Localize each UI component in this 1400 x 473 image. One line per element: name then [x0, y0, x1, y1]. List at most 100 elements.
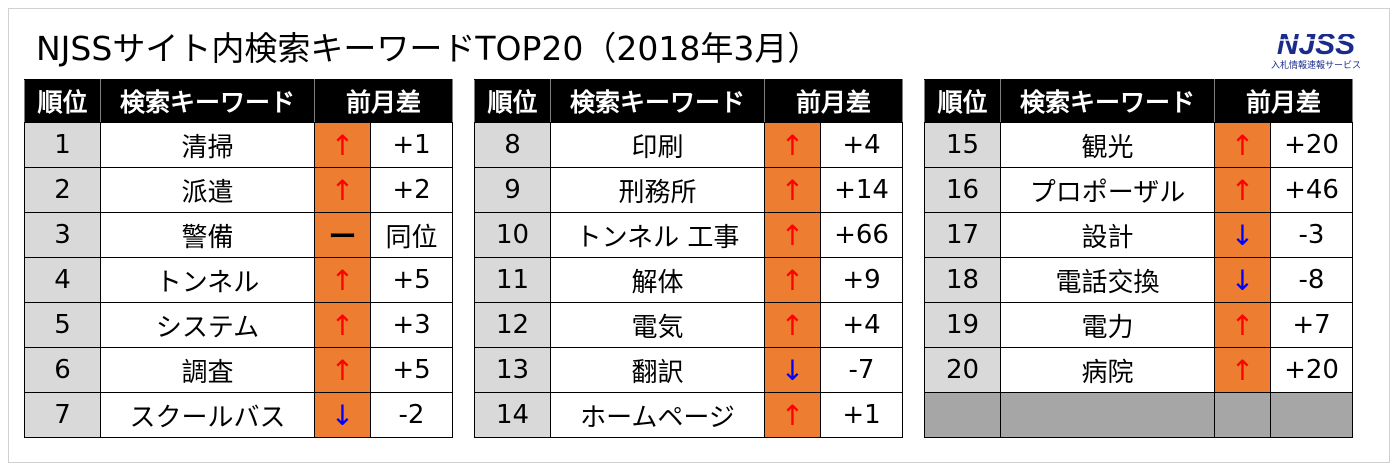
diff-cell: -2: [369, 392, 454, 438]
keyword-cell: 調査: [100, 347, 315, 393]
table-row: 7 スクールバス ↓ -2: [24, 392, 454, 438]
diff-cell: -8: [1269, 257, 1354, 303]
rank-cell: 12: [474, 302, 551, 348]
keyword-cell: 電気: [550, 302, 765, 348]
rank-cell: 15: [924, 122, 1001, 168]
table-row: 14 ホームページ ↑ +1: [474, 392, 904, 438]
keyword-cell: トンネル 工事: [550, 212, 765, 258]
diff-cell: 同位: [369, 212, 454, 258]
keyword-cell: 刑務所: [550, 167, 765, 213]
keyword-cell: 電話交換: [1000, 257, 1215, 303]
keyword-cell: [1000, 392, 1215, 438]
diff-cell: +20: [1269, 347, 1354, 393]
rank-cell: 16: [924, 167, 1001, 213]
table-row: 8 印刷 ↑ +4: [474, 122, 904, 168]
ranking-table-8-14: 順位 検索キーワード 前月差 8 印刷 ↑ +4 9 刑務所 ↑ +14 10 トンネル 工事 ↑ +…: [474, 79, 904, 438]
keyword-header: 検索キーワード: [1000, 79, 1215, 123]
table-row: 3 警備ー同位: [24, 212, 454, 258]
rank-header: 順位: [924, 79, 1001, 123]
header-row: 順位 検索キーワード 前月差: [924, 79, 1354, 123]
table-row: 6 調査 ↑ +5: [24, 347, 454, 393]
rank-cell: 14: [474, 392, 551, 438]
change-header: 前月差: [313, 79, 454, 123]
header-row: 順位 検索キーワード 前月差: [474, 79, 904, 123]
trend-up-icon: ↑: [314, 302, 371, 348]
diff-cell: +46: [1269, 167, 1354, 213]
trend-up-icon: ↑: [1214, 122, 1271, 168]
table-row: 4 トンネル ↑ +5: [24, 257, 454, 303]
rank-cell: 2: [24, 167, 101, 213]
diff-cell: +7: [1269, 302, 1354, 348]
keyword-cell: トンネル: [100, 257, 315, 303]
trend-up-icon: ↑: [1214, 167, 1271, 213]
rank-cell: 10: [474, 212, 551, 258]
trend-up-icon: ↑: [764, 257, 821, 303]
table-row: 17 設計 ↓ -3: [924, 212, 1354, 258]
keyword-cell: システム: [100, 302, 315, 348]
keyword-cell: 解体: [550, 257, 765, 303]
rank-cell: 8: [474, 122, 551, 168]
trend-up-icon: ↑: [1214, 347, 1271, 393]
rank-cell: 1: [24, 122, 101, 168]
diff-cell: +1: [819, 392, 904, 438]
table-row: 16 プロポーザル ↑ +46: [924, 167, 1354, 213]
table-row: 9 刑務所 ↑ +14: [474, 167, 904, 213]
trend-up-icon: ↑: [1214, 302, 1271, 348]
rank-cell: 4: [24, 257, 101, 303]
diff-cell: -7: [819, 347, 904, 393]
diff-cell: +4: [819, 122, 904, 168]
rank-cell: 5: [24, 302, 101, 348]
table-row: [924, 392, 1354, 438]
keyword-cell: 病院: [1000, 347, 1215, 393]
trend-flat-icon: ー: [314, 212, 371, 258]
diff-cell: [1269, 392, 1354, 438]
rank-header: 順位: [474, 79, 551, 123]
keyword-cell: スクールバス: [100, 392, 315, 438]
diff-cell: +5: [369, 347, 454, 393]
keyword-cell: 観光: [1000, 122, 1215, 168]
table-row: 1 清掃 ↑ +1: [24, 122, 454, 168]
rank-cell: 9: [474, 167, 551, 213]
diff-cell: +5: [369, 257, 454, 303]
change-header: 前月差: [763, 79, 904, 123]
keyword-cell: ホームページ: [550, 392, 765, 438]
diff-cell: +3: [369, 302, 454, 348]
ranking-table-1-7: 順位 検索キーワード 前月差 1 清掃 ↑ +1 2 派遣 ↑ +2 3 警備ー同位 4 トンネル ↑ +…: [24, 79, 454, 438]
change-header: 前月差: [1213, 79, 1354, 123]
trend-up-icon: ↑: [764, 212, 821, 258]
diff-cell: +2: [369, 167, 454, 213]
trend-cell: [1214, 392, 1271, 438]
keyword-cell: 電力: [1000, 302, 1215, 348]
ranking-table-15-20: 順位 検索キーワード 前月差 15 観光 ↑ +20 16 プロポーザル ↑ +46 17 設計 ↓…: [924, 79, 1354, 438]
diff-cell: -3: [1269, 212, 1354, 258]
trend-up-icon: ↑: [314, 122, 371, 168]
keyword-header: 検索キーワード: [100, 79, 315, 123]
logo-tagline: 入札情報速報サービス: [1270, 61, 1361, 71]
table-row: 5 システム ↑ +3: [24, 302, 454, 348]
table-row: 10 トンネル 工事 ↑ +66: [474, 212, 904, 258]
diff-cell: +66: [819, 212, 904, 258]
njss-logo: NJSS: [1272, 28, 1360, 61]
table-row: 20 病院 ↑ +20: [924, 347, 1354, 393]
keyword-cell: 印刷: [550, 122, 765, 168]
diff-cell: +20: [1269, 122, 1354, 168]
rank-cell: [924, 392, 1001, 438]
diff-cell: +1: [369, 122, 454, 168]
trend-down-icon: ↓: [764, 347, 821, 393]
page-title: NJSSサイト内検索キーワードTOP20（2018年3月）: [36, 29, 821, 68]
table-row: 19 電力 ↑ +7: [924, 302, 1354, 348]
table-row: 12 電気 ↑ +4: [474, 302, 904, 348]
table-row: 13 翻訳 ↓ -7: [474, 347, 904, 393]
rank-cell: 20: [924, 347, 1001, 393]
keyword-cell: 派遣: [100, 167, 315, 213]
keyword-cell: 警備: [100, 212, 315, 258]
trend-down-icon: ↓: [1214, 257, 1271, 303]
trend-up-icon: ↑: [764, 122, 821, 168]
keyword-cell: プロポーザル: [1000, 167, 1215, 213]
keyword-cell: 設計: [1000, 212, 1215, 258]
rank-header: 順位: [24, 79, 101, 123]
trend-up-icon: ↑: [314, 347, 371, 393]
diff-cell: +9: [819, 257, 904, 303]
header-row: 順位 検索キーワード 前月差: [24, 79, 454, 123]
trend-up-icon: ↑: [314, 257, 371, 303]
